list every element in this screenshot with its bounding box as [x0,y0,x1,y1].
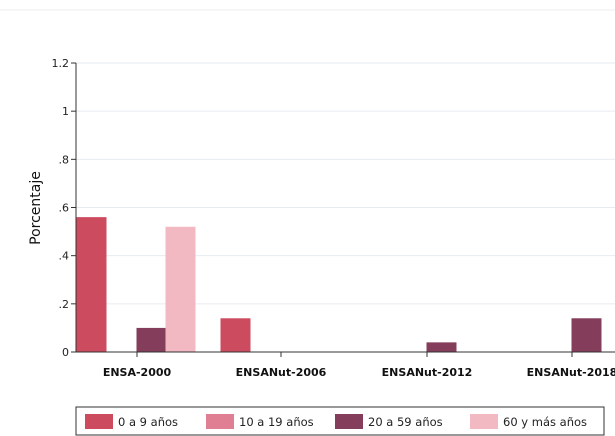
y-tick-label: .2 [59,298,70,311]
legend-swatch [85,414,113,429]
category-label: ENSA-2000 [103,366,172,379]
bar-ensa-2000-series-3 [136,327,167,352]
category-label: ENSANut-2006 [236,366,327,379]
bar-ensanut-2012-series-3 [426,342,457,352]
bar-ensa-2000-series-4 [165,226,196,352]
x-ticks: ENSA-2000 ENSANut-2006 ENSANut-2012 ENSANut… [103,352,615,379]
y-tick-label: 0 [62,346,69,359]
legend-label: 60 y más años [503,415,587,429]
bar-ensanut-2018-series-3 [571,318,602,352]
y-axis-title: Porcentaje [28,171,44,245]
category-label: ENSANut-2012 [382,366,473,379]
legend-label: 20 a 59 años [368,415,443,429]
y-tick-label: .4 [59,250,70,263]
legend-label: 10 a 19 años [239,415,314,429]
y-tick-label: 1 [62,105,69,118]
legend-swatch [335,414,363,429]
legend: 0 a 9 años 10 a 19 años 20 a 59 años 60 y m… [75,406,605,436]
y-tick-label: .6 [59,202,70,215]
legend-label: 0 a 9 años [118,415,178,429]
bar-ensa-2000-series-1 [76,217,107,352]
category-label: ENSANut-2018 [527,366,615,379]
gridlines [76,62,615,305]
legend-items: 0 a 9 años 10 a 19 años 20 a 59 años 60 y m… [85,414,587,429]
y-tick-label: 1.2 [52,57,70,70]
bars [76,217,602,352]
legend-swatch [470,414,498,429]
bar-ensanut-2006-series-1 [220,318,251,352]
y-ticks: 0 .2 .4 .6 .8 1 1.2 [52,57,76,359]
y-tick-label: .8 [59,153,70,166]
legend-swatch [206,414,234,429]
